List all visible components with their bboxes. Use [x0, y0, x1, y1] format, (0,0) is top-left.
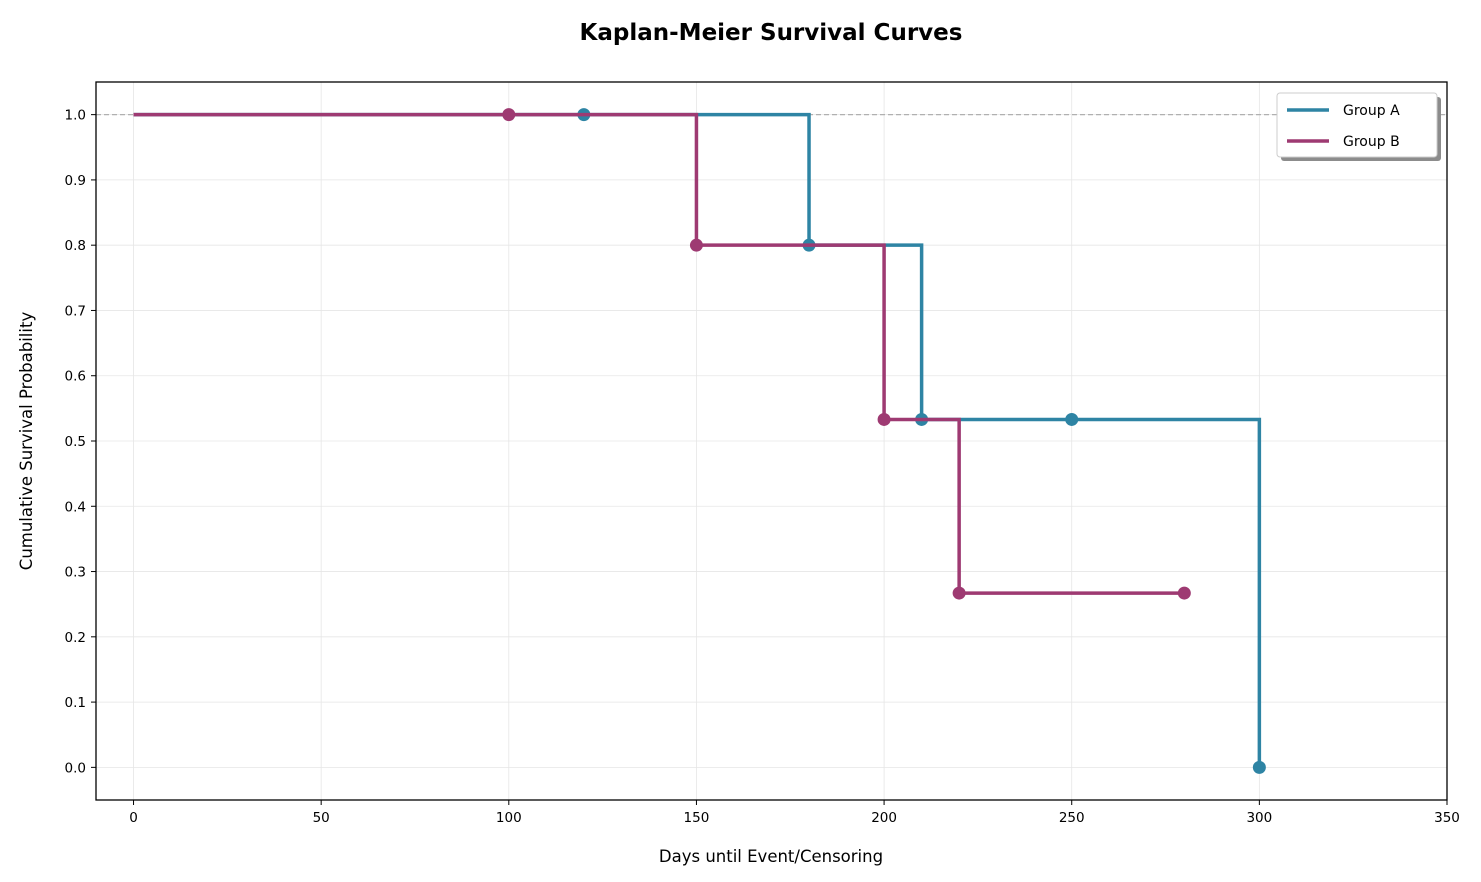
grid: [96, 82, 1448, 800]
series-line-2: [133, 112, 1185, 595]
y-axis-label: Cumulative Survival Probability: [17, 312, 36, 571]
x-tick-label: 200: [871, 810, 897, 826]
series-1-marker: [1252, 760, 1266, 774]
series-2-marker: [952, 586, 966, 600]
series-2-marker: [689, 238, 703, 252]
series-line-1: [133, 112, 1262, 768]
chart-title: Kaplan-Meier Survival Curves: [580, 20, 963, 46]
y-tick-label: 0.3: [65, 565, 86, 581]
legend-label-1: Group A: [1343, 103, 1400, 119]
y-axis: 0.0 0.1 0.2 0.3 0.4 0.5 0.6 0.7 0.8 0.9 1.0: [65, 108, 96, 776]
x-tick-label: 250: [1059, 810, 1085, 826]
series-group: [133, 108, 1266, 774]
y-tick-label: 0.0: [65, 760, 86, 776]
series-2-marker: [502, 108, 516, 122]
x-tick-label: 0: [129, 810, 138, 826]
y-tick-label: 0.6: [65, 369, 86, 385]
x-axis-label: Days until Event/Censoring: [659, 847, 883, 866]
y-tick-label: 0.7: [65, 303, 86, 319]
series-2-marker: [877, 412, 891, 426]
series-1-marker: [1065, 412, 1079, 426]
y-tick-label: 0.8: [65, 238, 86, 254]
x-axis: 0 50 100 150 200 250 300 350: [129, 800, 1460, 826]
x-tick-label: 300: [1246, 810, 1272, 826]
series-2-marker: [1177, 586, 1191, 600]
x-tick-label: 150: [684, 810, 710, 826]
y-tick-label: 0.2: [65, 630, 86, 646]
x-tick-label: 100: [496, 810, 522, 826]
x-tick-label: 50: [313, 810, 330, 826]
y-tick-label: 0.5: [65, 434, 86, 450]
y-tick-label: 0.4: [65, 499, 86, 515]
y-tick-label: 1.0: [65, 108, 86, 124]
y-tick-label: 0.9: [65, 173, 86, 189]
x-tick-label: 350: [1434, 810, 1460, 826]
y-tick-label: 0.1: [65, 695, 86, 711]
legend: Group A Group B: [1276, 92, 1441, 161]
legend-label-2: Group B: [1343, 134, 1400, 150]
